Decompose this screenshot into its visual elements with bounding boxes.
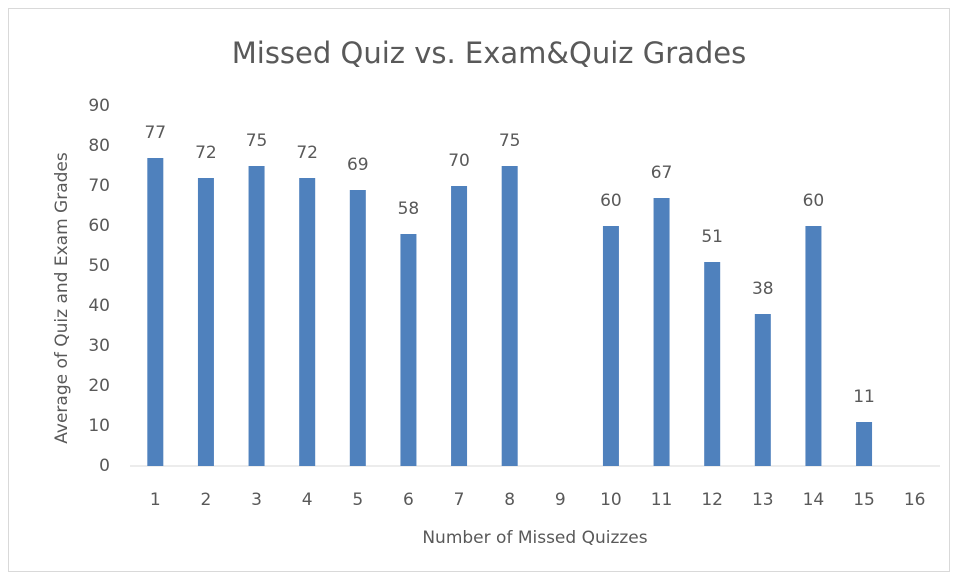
data-label: 75	[246, 131, 268, 151]
y-tick-label: 50	[88, 256, 110, 276]
x-tick-label: 10	[600, 490, 622, 510]
data-label: 11	[853, 387, 875, 407]
data-label: 77	[144, 123, 166, 143]
y-tick-label: 70	[88, 176, 110, 196]
x-tick-label: 16	[904, 490, 926, 510]
bar	[704, 262, 721, 466]
data-label: 38	[752, 279, 774, 299]
data-label: 67	[651, 163, 673, 183]
data-label: 60	[803, 191, 825, 211]
bar	[856, 422, 873, 466]
bar	[754, 314, 771, 466]
y-axis-label: Average of Quiz and Exam Grades	[52, 152, 72, 444]
y-tick-label: 0	[99, 456, 110, 476]
x-tick-label: 13	[752, 490, 774, 510]
bar	[299, 178, 316, 466]
data-label: 51	[701, 227, 723, 247]
bar	[400, 234, 417, 466]
x-tick-label: 1	[150, 490, 161, 510]
data-label: 69	[347, 155, 369, 175]
chart-border	[8, 8, 950, 572]
y-tick-label: 10	[88, 416, 110, 436]
x-tick-label: 5	[352, 490, 363, 510]
data-label: 70	[448, 151, 470, 171]
bar	[197, 178, 214, 466]
bar	[248, 166, 265, 466]
y-tick-label: 80	[88, 136, 110, 156]
chart-title: Missed Quiz vs. Exam&Quiz Grades	[232, 36, 747, 70]
data-label: 58	[398, 199, 420, 219]
y-tick-label: 40	[88, 296, 110, 316]
data-label: 72	[195, 143, 217, 163]
bar	[602, 226, 619, 466]
x-axis-label: Number of Missed Quizzes	[422, 528, 647, 548]
data-label: 75	[499, 131, 521, 151]
x-tick-label: 4	[302, 490, 313, 510]
y-tick-label: 30	[88, 336, 110, 356]
x-tick-label: 11	[651, 490, 673, 510]
bar	[805, 226, 822, 466]
x-tick-label: 2	[201, 490, 212, 510]
x-tick-label: 14	[803, 490, 825, 510]
y-tick-label: 20	[88, 376, 110, 396]
x-tick-label: 7	[454, 490, 465, 510]
data-label: 72	[296, 143, 318, 163]
x-tick-label: 9	[555, 490, 566, 510]
x-tick-label: 12	[701, 490, 723, 510]
x-tick-label: 8	[504, 490, 515, 510]
bar	[147, 158, 164, 466]
x-tick-label: 3	[251, 490, 262, 510]
y-tick-label: 90	[88, 96, 110, 116]
bar	[653, 198, 670, 466]
y-tick-label: 60	[88, 216, 110, 236]
x-tick-label: 15	[853, 490, 875, 510]
data-label: 60	[600, 191, 622, 211]
x-tick-label: 6	[403, 490, 414, 510]
bar	[501, 166, 518, 466]
bar	[451, 186, 468, 466]
bar	[349, 190, 366, 466]
